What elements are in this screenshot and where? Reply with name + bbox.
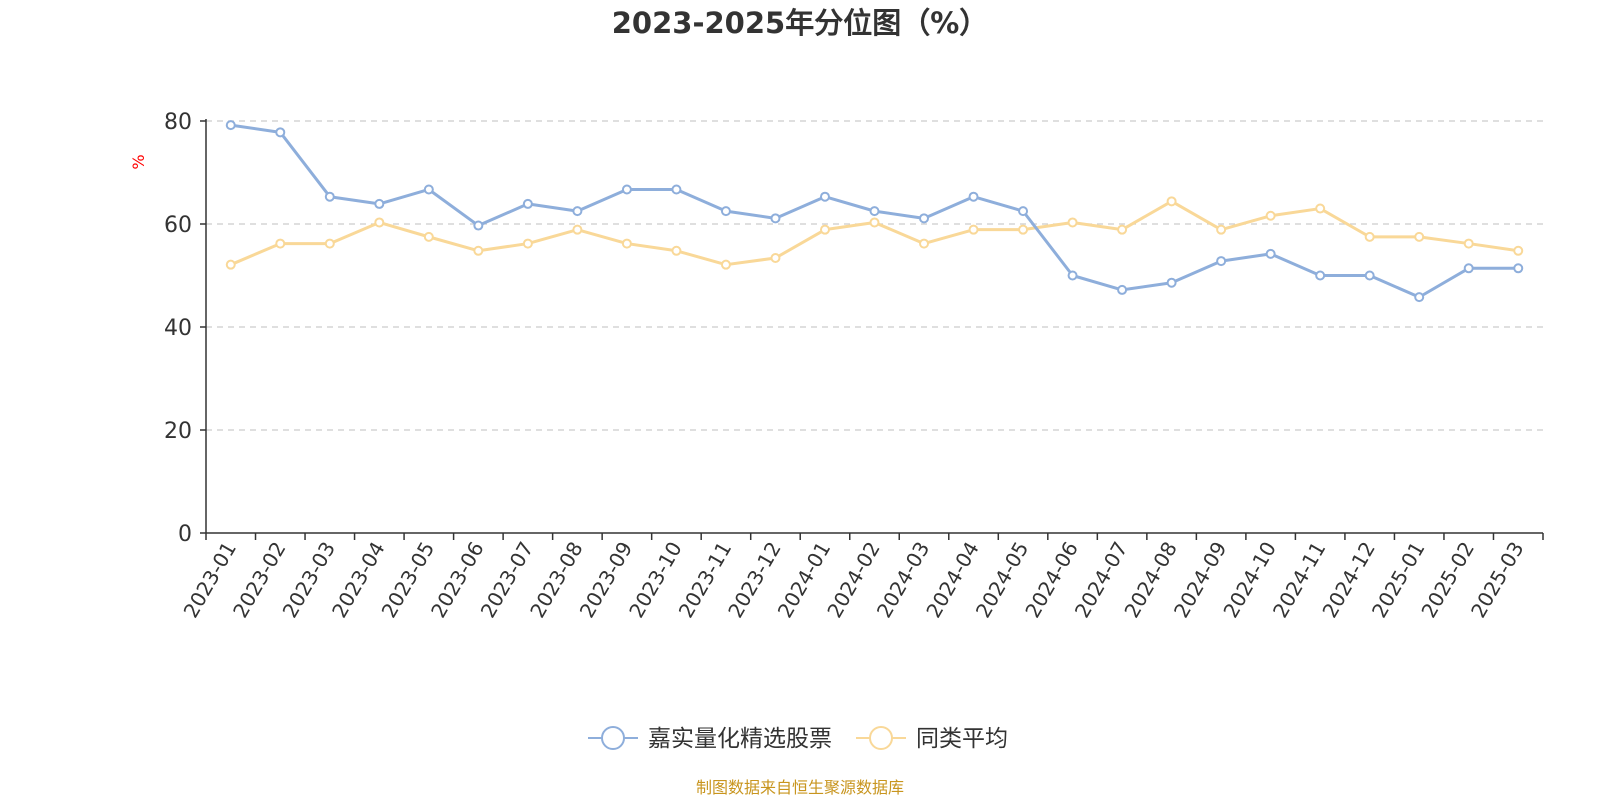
- data-point[interactable]: [919, 238, 930, 249]
- legend-item-0[interactable]: 嘉实量化精选股票: [588, 726, 832, 752]
- series-lines: [225, 120, 1524, 303]
- data-point[interactable]: [720, 206, 731, 217]
- data-point[interactable]: [1265, 210, 1276, 221]
- chart-title: 2023-2025年分位图（%）: [612, 6, 989, 40]
- data-point[interactable]: [919, 213, 930, 224]
- legend-item-1[interactable]: 同类平均: [856, 726, 1008, 752]
- data-point[interactable]: [374, 217, 385, 228]
- axes: [200, 119, 1544, 540]
- legend-label: 同类平均: [916, 726, 1008, 752]
- data-point[interactable]: [1067, 270, 1078, 281]
- data-point[interactable]: [1513, 245, 1524, 256]
- x-tick-labels: 2023-012023-022023-032023-042023-052023-…: [179, 538, 1529, 622]
- legend-marker-icon: [601, 726, 625, 750]
- y-tick-label-20: 20: [164, 419, 192, 444]
- source-note: 制图数据来自恒生聚源数据库: [696, 778, 904, 797]
- y-tick-label-0: 0: [178, 522, 192, 547]
- legend: 嘉实量化精选股票 同类平均: [588, 726, 1008, 752]
- data-point[interactable]: [1117, 284, 1128, 295]
- data-point[interactable]: [423, 231, 434, 242]
- data-point[interactable]: [473, 220, 484, 231]
- data-point[interactable]: [522, 198, 533, 209]
- data-point[interactable]: [1414, 231, 1425, 242]
- data-point[interactable]: [522, 238, 533, 249]
- data-point[interactable]: [324, 191, 335, 202]
- data-point[interactable]: [1463, 263, 1474, 274]
- data-point[interactable]: [770, 213, 781, 224]
- data-point[interactable]: [1463, 238, 1474, 249]
- series-1: [225, 196, 1524, 270]
- data-point[interactable]: [1117, 224, 1128, 235]
- data-point[interactable]: [275, 127, 286, 138]
- data-point[interactable]: [1513, 263, 1524, 274]
- data-point[interactable]: [225, 120, 236, 131]
- data-point[interactable]: [374, 198, 385, 209]
- data-point[interactable]: [324, 238, 335, 249]
- data-point[interactable]: [572, 206, 583, 217]
- data-point[interactable]: [621, 238, 632, 249]
- data-point[interactable]: [423, 184, 434, 195]
- data-point[interactable]: [1166, 277, 1177, 288]
- data-point[interactable]: [1018, 224, 1029, 235]
- y-tick-label-60: 60: [164, 213, 192, 238]
- data-point[interactable]: [1414, 292, 1425, 303]
- data-point[interactable]: [1265, 248, 1276, 259]
- y-axis-unit-label: %: [129, 154, 148, 169]
- data-point[interactable]: [1216, 256, 1227, 267]
- data-point[interactable]: [572, 224, 583, 235]
- data-point[interactable]: [720, 259, 731, 270]
- data-point[interactable]: [1018, 206, 1029, 217]
- data-point[interactable]: [1166, 196, 1177, 207]
- data-point[interactable]: [621, 184, 632, 195]
- data-point[interactable]: [275, 238, 286, 249]
- data-point[interactable]: [1216, 224, 1227, 235]
- data-point[interactable]: [1364, 231, 1375, 242]
- data-point[interactable]: [473, 245, 484, 256]
- data-point[interactable]: [869, 206, 880, 217]
- data-point[interactable]: [968, 224, 979, 235]
- y-tick-labels: 0 20 40 60 80: [164, 110, 192, 547]
- grid-lines: [206, 120, 1543, 431]
- y-tick-label-40: 40: [164, 316, 192, 341]
- legend-label: 嘉实量化精选股票: [648, 726, 832, 752]
- data-point[interactable]: [819, 224, 830, 235]
- data-point[interactable]: [1364, 270, 1375, 281]
- legend-marker-icon: [869, 726, 893, 750]
- series-0: [225, 120, 1524, 303]
- data-point[interactable]: [968, 191, 979, 202]
- y-tick-label-80: 80: [164, 110, 192, 135]
- data-point[interactable]: [671, 245, 682, 256]
- data-point[interactable]: [869, 217, 880, 228]
- data-point[interactable]: [1067, 217, 1078, 228]
- data-point[interactable]: [1315, 203, 1326, 214]
- data-point[interactable]: [225, 259, 236, 270]
- data-point[interactable]: [671, 184, 682, 195]
- data-point[interactable]: [770, 252, 781, 263]
- data-point[interactable]: [819, 191, 830, 202]
- data-point[interactable]: [1315, 270, 1326, 281]
